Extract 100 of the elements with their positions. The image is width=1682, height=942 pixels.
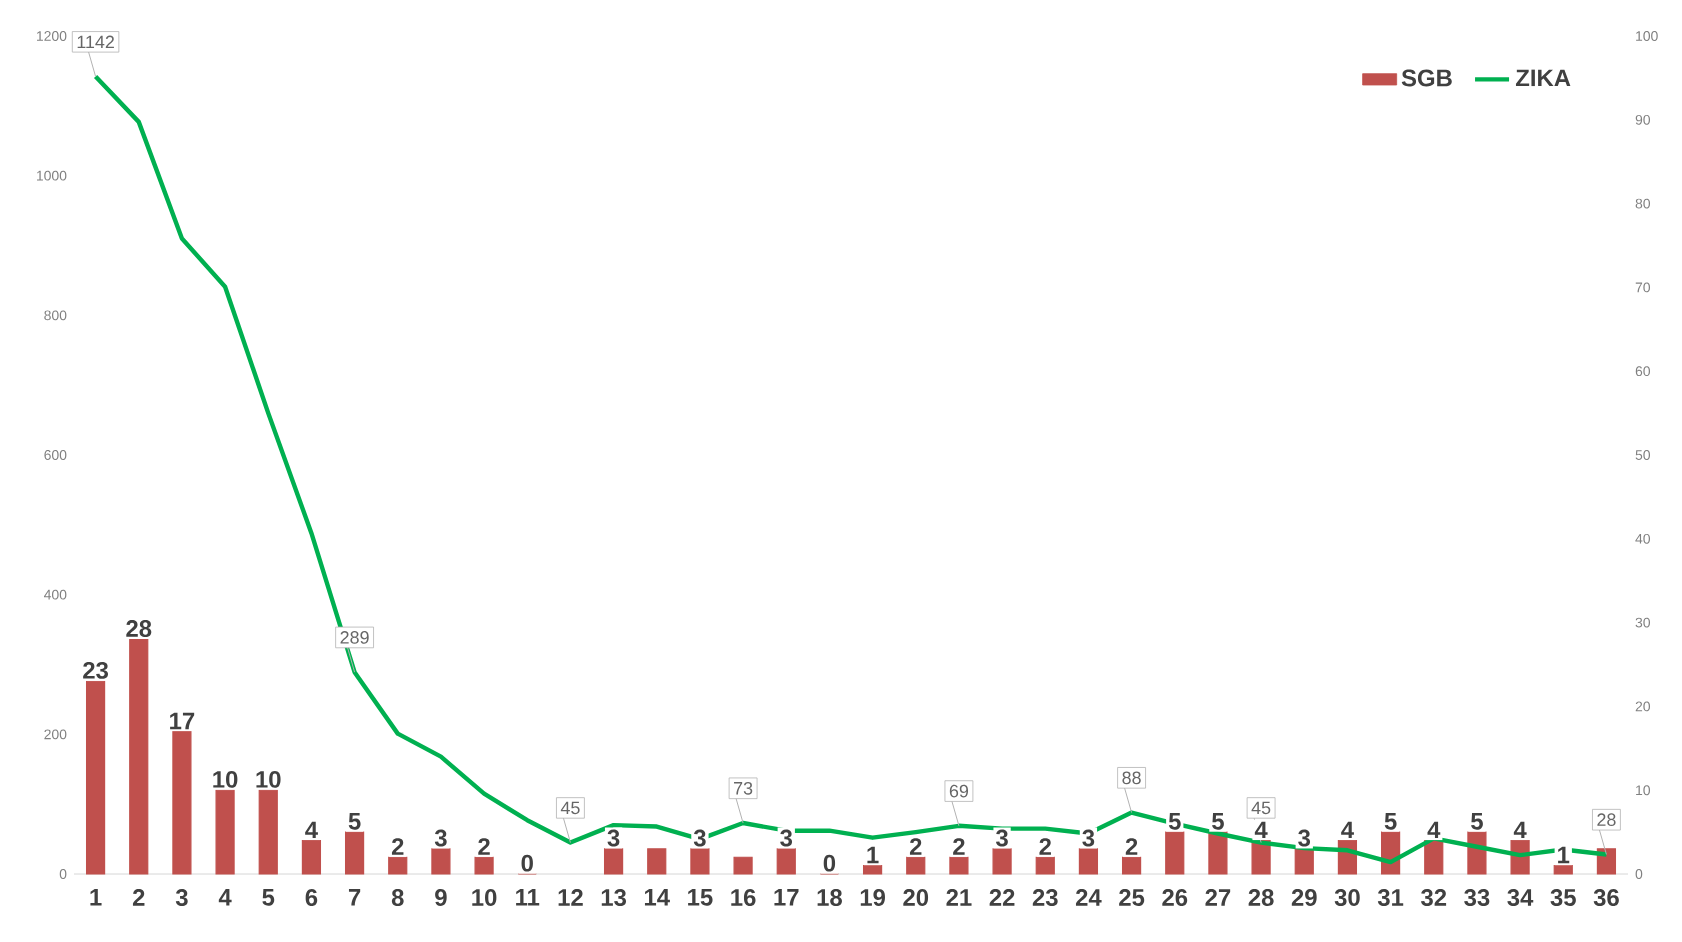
data-label: 5 [1471, 813, 1483, 830]
x-tick-label: 26 [1162, 889, 1188, 906]
data-label: 88 [1122, 771, 1141, 785]
x-tick-label: 17 [774, 889, 799, 906]
bar [1121, 856, 1142, 875]
data-label: 4 [1341, 821, 1354, 839]
x-tick-label: 8 [391, 889, 404, 906]
bar [992, 848, 1012, 875]
bar [129, 638, 149, 875]
data-label: 69 [949, 784, 969, 798]
data-label: 45 [560, 801, 580, 815]
x-tick-label: 33 [1464, 889, 1490, 907]
x-tick-label: 24 [1075, 889, 1102, 906]
x-tick-label: 34 [1507, 889, 1534, 907]
x-tick-label: 25 [1119, 889, 1145, 906]
data-label: 2 [391, 838, 404, 855]
x-tick-label: 36 [1593, 889, 1619, 907]
x-tick-label: 2 [132, 889, 145, 906]
data-label: 1 [867, 846, 879, 864]
x-tick-label: 6 [305, 889, 318, 906]
data-label: 0 [823, 854, 836, 872]
x-tick-label: 21 [946, 889, 972, 906]
data-label: 4 [1427, 821, 1441, 839]
bar [1553, 865, 1573, 875]
bar [1208, 831, 1228, 875]
bar [1424, 839, 1444, 875]
data-label: 73 [734, 781, 753, 795]
x-tick-label: 11 [516, 889, 540, 906]
bar [388, 856, 408, 875]
bar [603, 848, 624, 875]
data-label: 5 [1168, 813, 1181, 830]
bar [647, 848, 667, 875]
bar [906, 856, 926, 875]
bar [431, 848, 451, 875]
data-label: 1 [1558, 846, 1570, 864]
x-tick-label: 28 [1248, 889, 1274, 906]
data-label: 3 [693, 829, 706, 847]
data-label: 0 [521, 854, 533, 872]
data-label: 3 [780, 829, 793, 847]
bar [344, 831, 365, 875]
x-tick-label: 12 [558, 889, 583, 906]
data-label: 4 [1254, 821, 1268, 839]
x-tick-label: 15 [688, 889, 713, 906]
data-label: 2 [1039, 838, 1051, 855]
x-tick-label: 20 [903, 889, 929, 906]
x-tick-label: 31 [1377, 889, 1404, 907]
bar [1165, 831, 1185, 875]
x-tick-label: 13 [601, 889, 627, 907]
x-tick-label: 1 [90, 889, 102, 906]
bar [301, 839, 322, 875]
data-label: 23 [83, 661, 109, 679]
data-label: 3 [607, 829, 620, 847]
data-label: 2 [478, 838, 490, 855]
x-tick-label: 35 [1550, 889, 1576, 907]
bar [1078, 848, 1099, 875]
data-label: 17 [170, 712, 195, 730]
data-label: 4 [1513, 821, 1527, 839]
bar [949, 856, 969, 875]
x-tick-label: 27 [1205, 889, 1231, 906]
bar [690, 848, 710, 875]
x-tick-label: 32 [1421, 889, 1447, 907]
bar [474, 856, 494, 875]
x-tick-label: 29 [1291, 889, 1317, 906]
x-tick-label: 3 [175, 889, 188, 907]
data-label: 5 [1384, 813, 1397, 830]
bar [776, 848, 796, 875]
data-label: 1142 [77, 35, 114, 49]
bar [85, 680, 106, 875]
legend-label: ZIKA [1515, 69, 1571, 87]
bar [215, 789, 235, 875]
x-tick-label: 7 [348, 889, 361, 906]
data-label: 3 [1298, 829, 1311, 847]
bar [1596, 848, 1617, 875]
data-label: 10 [213, 770, 238, 788]
data-label: 10 [256, 770, 281, 788]
data-label: 289 [340, 631, 369, 644]
x-tick-label: 30 [1334, 889, 1360, 907]
data-label: 28 [1597, 813, 1616, 827]
bar [172, 730, 192, 875]
x-tick-label: 10 [472, 889, 497, 906]
data-label: 5 [348, 813, 361, 830]
x-tick-label: 9 [435, 889, 447, 906]
x-tick-label: 19 [860, 889, 885, 906]
x-tick-label: 4 [218, 889, 232, 906]
data-label: 2 [909, 838, 922, 855]
data-label: 5 [1212, 813, 1224, 830]
bar [862, 865, 883, 875]
x-tick-label: 18 [817, 889, 842, 906]
x-tick-label: 5 [262, 889, 275, 906]
x-tick-label: 22 [989, 889, 1015, 906]
data-label: 3 [1082, 829, 1095, 847]
bar [733, 856, 753, 875]
x-tick-label: 16 [731, 889, 756, 906]
data-label: 3 [996, 829, 1008, 847]
data-label: 45 [1251, 801, 1271, 815]
bar [1035, 856, 1055, 875]
data-label: 2 [953, 838, 965, 855]
x-tick-label: 14 [644, 889, 670, 906]
data-label: 28 [126, 620, 152, 637]
bar [258, 789, 278, 875]
